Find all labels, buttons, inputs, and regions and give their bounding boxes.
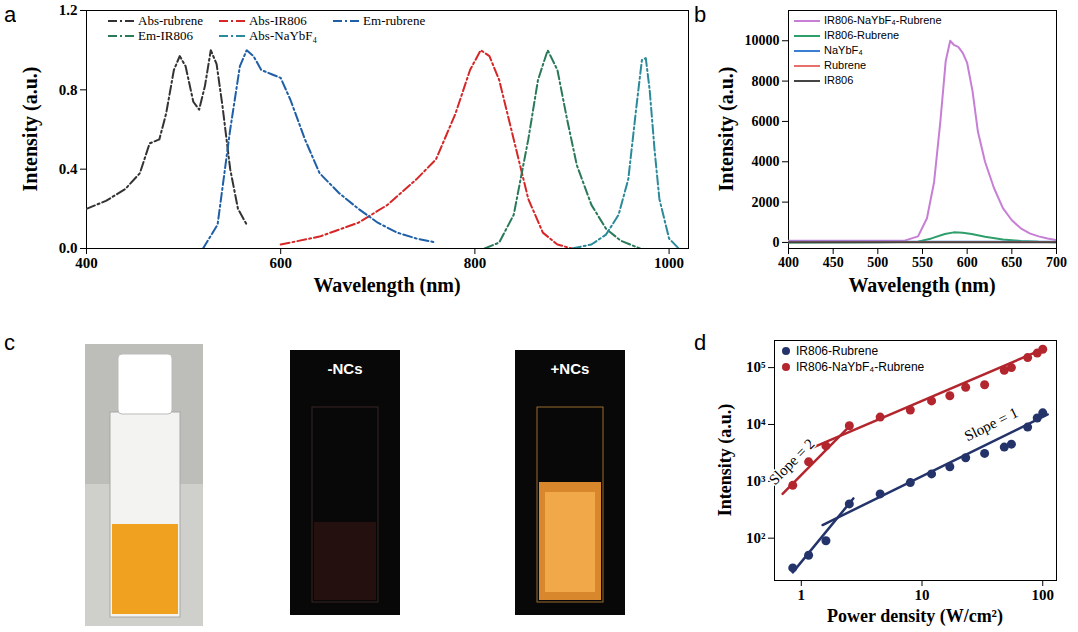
svg-text:800: 800 [464,255,487,271]
svg-text:450: 450 [823,255,844,270]
svg-text:+NCs: +NCs [551,360,590,377]
html-text:Rubrene: Rubrene [824,59,867,71]
svg-text:10⁴: 10⁴ [746,416,766,432]
html-text:IR806: IR806 [824,74,854,86]
html-text:c: c [4,330,15,355]
svg-text:10³: 10³ [746,473,766,489]
svg-text:0.0: 0.0 [59,240,78,256]
html-text:Em-rubrene: Em-rubrene [363,13,426,28]
svg-text:0.4: 0.4 [59,161,78,177]
html-text:Em-IR806: Em-IR806 [138,28,193,43]
svg-text:600: 600 [269,255,292,271]
svg-text:10²: 10² [746,530,766,546]
svg-text:10000: 10000 [745,33,780,48]
svg-text:2000: 2000 [752,195,780,210]
svg-text:0: 0 [773,235,780,250]
svg-text:1: 1 [798,587,806,603]
svg-text:550: 550 [912,255,933,270]
html-text:Power density (W/cm²): Power density (W/cm²) [827,606,1003,626]
svg-text:400: 400 [75,255,98,271]
html-text:IR806-NaYbF₄-Rubrene: IR806-NaYbF₄-Rubrene [796,360,925,374]
svg-text:8000: 8000 [752,74,780,89]
html-text:IR806-NaYbF₄-Rubrene: IR806-NaYbF₄-Rubrene [824,14,942,26]
html-text:Wavelength (nm): Wavelength (nm) [313,274,461,296]
html-text:d: d [694,330,707,355]
html-text:a: a [4,2,17,27]
svg-text:0.8: 0.8 [59,82,78,98]
svg-text:400: 400 [778,255,799,270]
html-text:Intensity (a.u.): Intensity (a.u.) [714,66,737,192]
html-text:Abs-IR806: Abs-IR806 [249,13,307,28]
svg-text:1000: 1000 [654,255,684,271]
svg-text:-NCs: -NCs [327,360,362,377]
html-text:IR806-Rubrene: IR806-Rubrene [824,29,900,41]
svg-text:500: 500 [867,255,888,270]
html-text:IR806-Rubrene: IR806-Rubrene [796,344,879,358]
html-text:Intensity (a.u.): Intensity (a.u.) [18,66,41,192]
svg-text:4000: 4000 [752,154,780,169]
svg-text:600: 600 [957,255,978,270]
html-text:Intensity (a.u.): Intensity (a.u.) [714,403,735,517]
svg-text:700: 700 [1046,255,1067,270]
html-text:Abs-rubrene: Abs-rubrene [138,13,203,28]
svg-text:Slope = 2: Slope = 2 [766,436,818,488]
svg-text:650: 650 [1001,255,1022,270]
svg-text:100: 100 [1031,587,1054,603]
svg-text:10⁵: 10⁵ [746,359,766,375]
svg-text:Slope = 1: Slope = 1 [962,404,1021,444]
html-text:b: b [694,2,707,27]
html-text:Abs-NaYbF₄: Abs-NaYbF₄ [249,28,318,43]
html-text:NaYbF₄: NaYbF₄ [824,44,863,56]
svg-text:10: 10 [915,587,930,603]
svg-text:1.2: 1.2 [59,2,78,18]
html-text:Wavelength (nm): Wavelength (nm) [848,274,996,296]
svg-text:6000: 6000 [752,114,780,129]
